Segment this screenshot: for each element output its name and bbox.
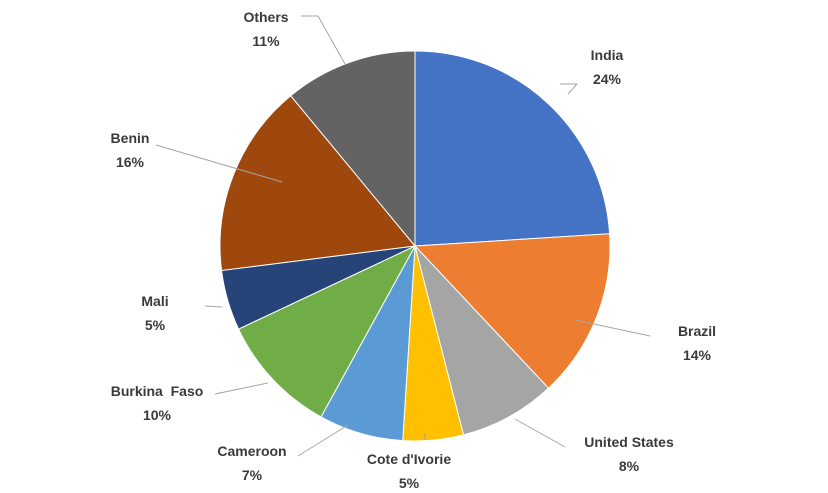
data-label-percent: 10% [143, 407, 172, 423]
leader-line-india [560, 83, 579, 95]
data-label-burkina-faso: Burkina Faso 10% [111, 383, 204, 423]
pie-slice-others [289, 50, 416, 248]
data-label-cameroon: Cameroon 7% [217, 443, 286, 483]
data-label-others: Others 11% [243, 9, 288, 49]
data-label-benin: Benin 16% [111, 130, 150, 170]
leader-line-burkina-faso [214, 382, 269, 395]
leader-line-others [301, 15, 346, 65]
slices-layer [219, 50, 611, 442]
data-label-brazil: Brazil 14% [678, 323, 716, 363]
data-label-percent: 11% [252, 33, 280, 49]
leader-line-brazil [574, 319, 651, 337]
labels-layer: India 24% Brazil 14% United States 8% Cote d'I… [111, 9, 717, 491]
data-label-percent: 14% [683, 347, 712, 363]
data-label-name: Benin [111, 130, 150, 146]
data-label-name: Others [243, 9, 288, 25]
data-label-name: Cameroon [217, 443, 286, 459]
data-label-percent: 16% [116, 154, 145, 170]
pie-slice-india [414, 50, 611, 247]
data-label-percent: 5% [399, 475, 420, 491]
leader-line-benin [155, 144, 283, 183]
data-label-name: India [591, 47, 624, 63]
data-label-name: United States [584, 434, 674, 450]
data-label-mali: Mali 5% [141, 293, 168, 333]
data-label-cote-d-ivorie: Cote d'Ivorie 5% [367, 451, 451, 491]
data-label-percent: 8% [619, 458, 640, 474]
pie-slice-united-states [414, 245, 550, 436]
leader-line-united-states [514, 418, 566, 448]
data-label-india: India 24% [591, 47, 624, 87]
pie-slice-burkina-faso [237, 244, 417, 418]
data-label-percent: 7% [242, 467, 263, 483]
pie-slice-brazil [413, 233, 611, 389]
data-label-name: Cote d'Ivorie [367, 451, 451, 467]
data-label-united-states: United States 8% [584, 434, 674, 474]
leaders-layer [155, 15, 651, 457]
leader-line-cameroon [297, 424, 349, 457]
data-label-percent: 5% [145, 317, 166, 333]
data-label-name: Burkina Faso [111, 383, 204, 399]
leader-line-mali [204, 305, 223, 308]
data-label-percent: 24% [593, 71, 622, 87]
pie-slice-benin [219, 95, 416, 271]
data-label-name: Brazil [678, 323, 716, 339]
data-label-name: Mali [141, 293, 168, 309]
